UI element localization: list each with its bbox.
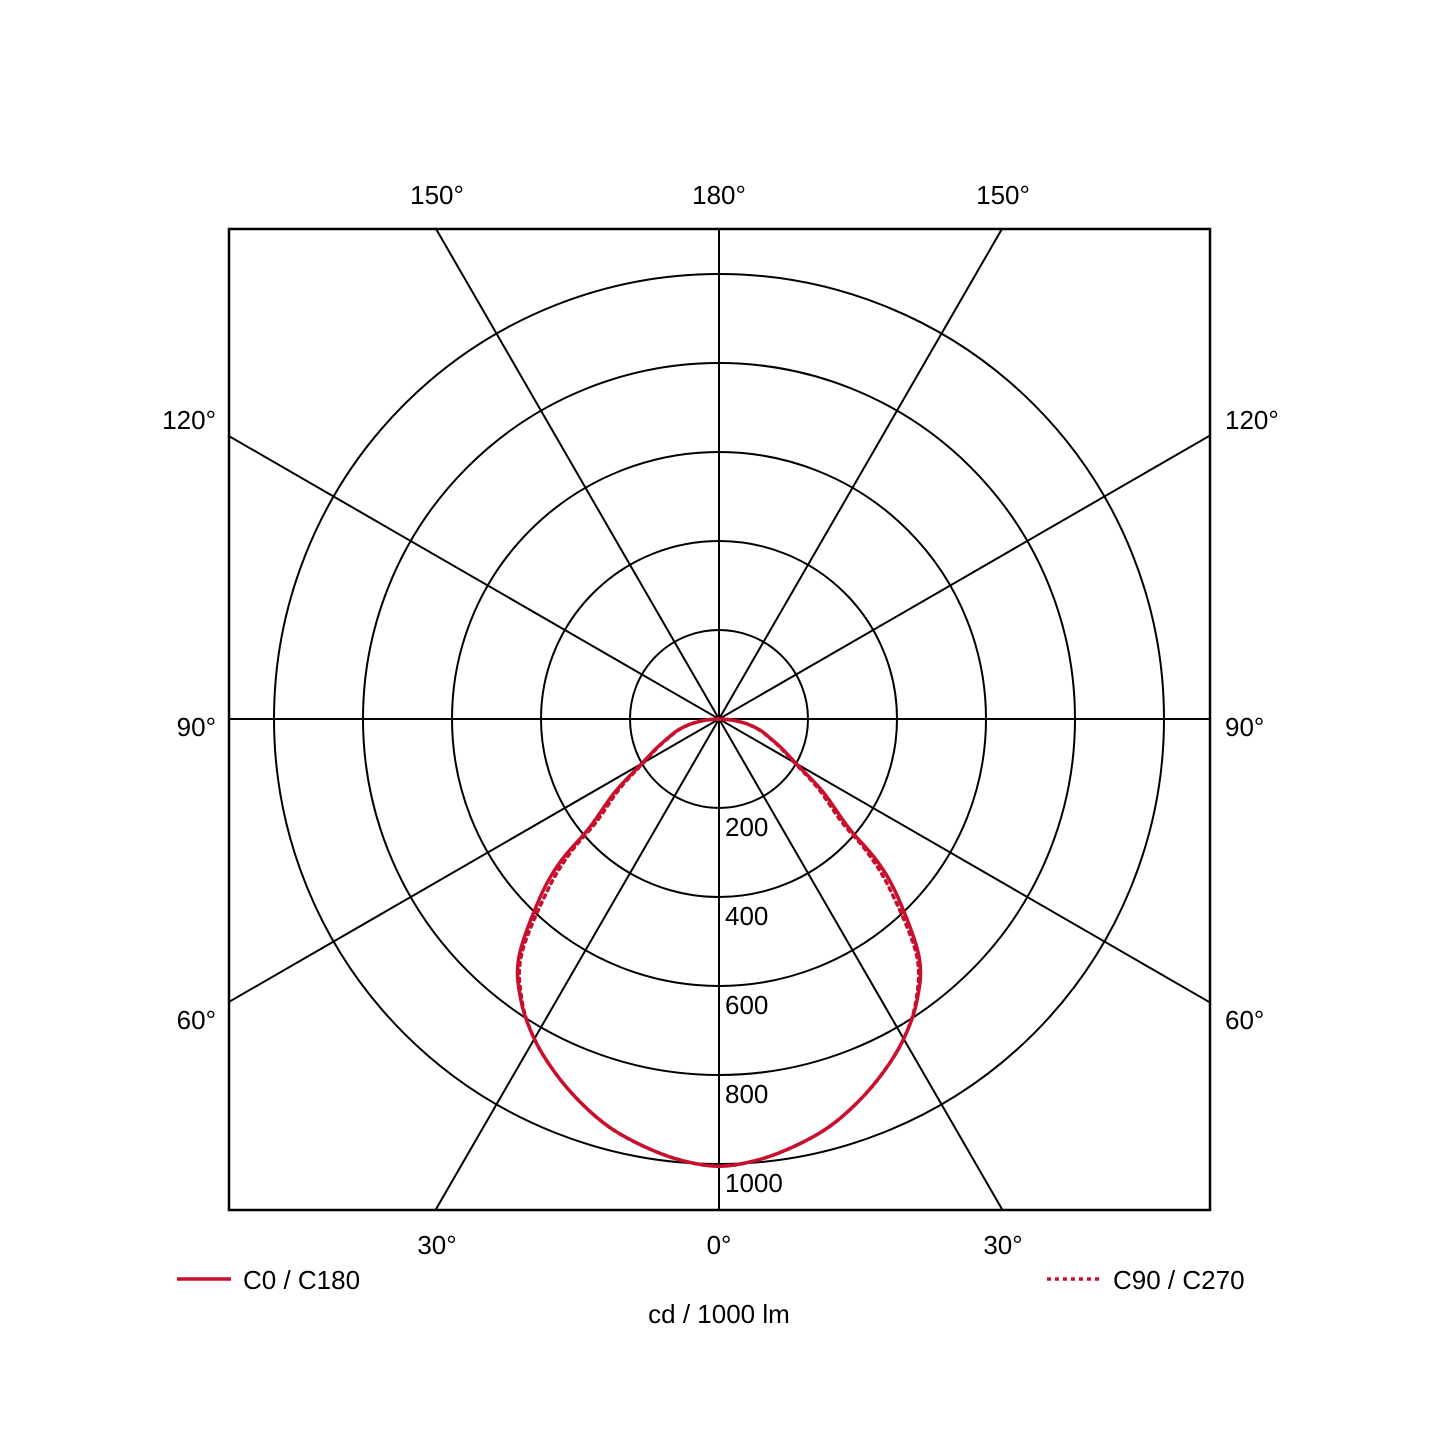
angle-label-upper-left: 120°	[162, 405, 216, 435]
angle-label-lower-left: 60°	[177, 1005, 216, 1035]
angle-label-lower-right: 60°	[1225, 1005, 1264, 1035]
unit-label: cd / 1000 lm	[648, 1299, 790, 1329]
radial-tick-label: 800	[725, 1079, 768, 1109]
series-curve-dotted	[517, 717, 921, 1168]
angle-label-bottom-right: 30°	[983, 1230, 1022, 1260]
angle-label-bottom-center: 0°	[707, 1230, 732, 1260]
angle-label-middle-left: 90°	[177, 712, 216, 742]
angle-label-top-right: 150°	[976, 180, 1030, 210]
radial-tick-label: 400	[725, 901, 768, 931]
curves	[515, 717, 923, 1168]
angle-label-top-center: 180°	[692, 180, 746, 210]
legend-item-c90: C90 / C270	[1047, 1265, 1245, 1295]
angle-label-middle-right: 90°	[1225, 712, 1264, 742]
radial-tick-labels: 200 400 600 800 1000	[725, 812, 783, 1198]
legend-label-c90: C90 / C270	[1113, 1265, 1245, 1295]
radial-tick-label: 600	[725, 990, 768, 1020]
plot-frame	[227, 227, 1212, 1212]
legend-label-c0: C0 / C180	[243, 1265, 360, 1295]
angle-label-upper-right: 120°	[1225, 405, 1279, 435]
angle-label-top-left: 150°	[410, 180, 464, 210]
radial-tick-label: 1000	[725, 1168, 783, 1198]
angle-label-bottom-left: 30°	[417, 1230, 456, 1260]
legend-item-c0: C0 / C180	[177, 1265, 360, 1295]
radial-tick-label: 200	[725, 812, 768, 842]
